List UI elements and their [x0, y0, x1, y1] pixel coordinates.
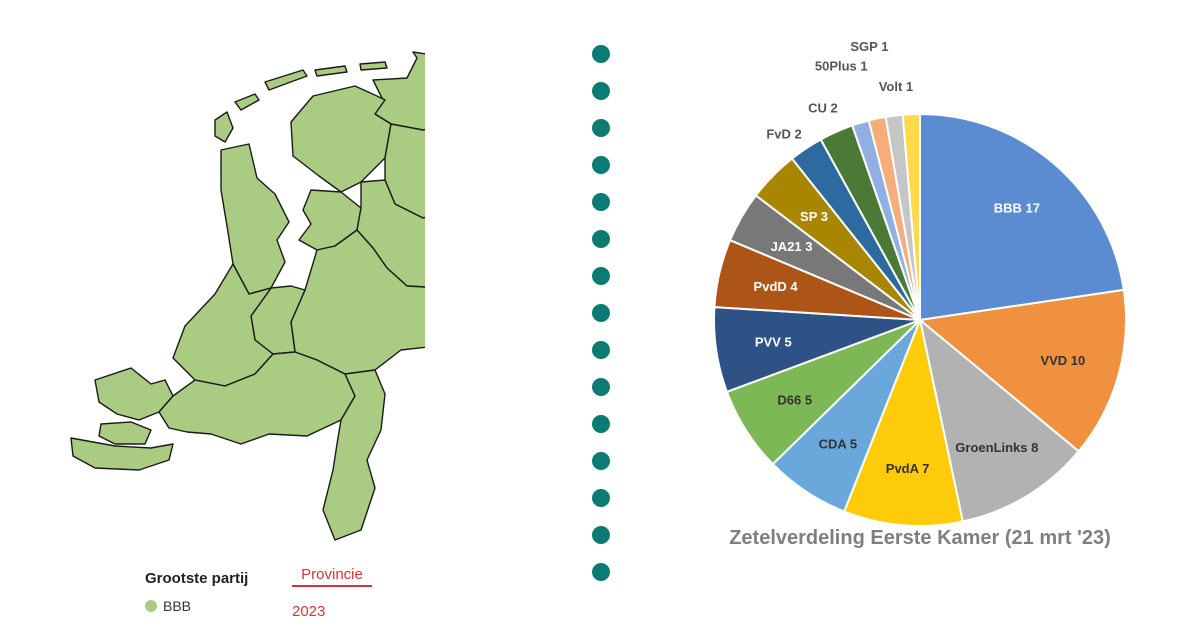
- slice-label: BBB 17: [994, 201, 1040, 216]
- chart-title: Zetelverdeling Eerste Kamer (21 mrt '23): [729, 527, 1111, 549]
- zeeland-flanders: [70, 437, 174, 471]
- divider-dot: [592, 563, 610, 581]
- year-selector[interactable]: 2023: [292, 603, 326, 620]
- pie-slice: [919, 112, 1125, 322]
- slice-label: SGP 1: [850, 40, 888, 54]
- island-ameland: [314, 65, 348, 77]
- divider-dot: [592, 489, 610, 507]
- slice-label: PVV 5: [755, 335, 792, 350]
- island-terschelling: [264, 69, 308, 91]
- divider-dot: [592, 452, 610, 470]
- province-drenthe: [384, 123, 425, 219]
- divider-dot: [592, 119, 610, 137]
- pie-slice: [901, 112, 921, 321]
- slice-label: GroenLinks 8: [955, 440, 1038, 455]
- legend-item-bbb: BBB: [145, 598, 191, 614]
- divider-dot: [592, 304, 610, 322]
- slice-label: SP 3: [800, 209, 828, 224]
- divider-dot: [592, 45, 610, 63]
- pie-slices: [713, 112, 1127, 527]
- zeeland-island: [98, 421, 152, 445]
- legend-title: Grootste partij: [145, 570, 249, 587]
- netherlands-map: [70, 51, 425, 541]
- legend-item-label: BBB: [163, 598, 192, 614]
- pie-labels: BBB 17 VVD 10 GroenLinks 8 PvdA 7 CDA 5 D66 5…: [754, 40, 1086, 476]
- island-schiermonnikoog: [359, 61, 388, 71]
- pie-slice: [842, 316, 965, 527]
- divider-dot: [592, 267, 610, 285]
- divider-dot: [592, 526, 610, 544]
- divider-dot: [592, 230, 610, 248]
- slice-label: 50Plus 1: [815, 59, 868, 74]
- divider-dot: [592, 193, 610, 211]
- province-limburg: [322, 369, 386, 541]
- island-texel: [214, 111, 234, 143]
- slice-label: CU 2: [808, 100, 838, 115]
- map-panel: Grootste partij BBB Provincie 2023: [0, 0, 560, 627]
- slice-label: PvdD 4: [754, 279, 799, 294]
- province-noord-holland: [220, 143, 290, 295]
- pie-slice: [918, 317, 1081, 523]
- slice-label: PvdA 7: [886, 461, 930, 476]
- slice-label: CDA 5: [819, 437, 858, 452]
- dotted-divider: [590, 45, 612, 590]
- legend-color-dot: [145, 600, 157, 612]
- tab-provincie[interactable]: Provincie: [292, 566, 372, 587]
- slice-label: Volt 1: [879, 79, 913, 94]
- divider-dot: [592, 415, 610, 433]
- slice-label: FvD 2: [766, 126, 801, 141]
- slice-label: JA21 3: [771, 239, 813, 254]
- pie-chart: BBB 17 VVD 10 GroenLinks 8 PvdA 7 CDA 5 D66 5…: [713, 40, 1127, 527]
- divider-dot: [592, 378, 610, 396]
- divider-dot: [592, 341, 610, 359]
- divider-dot: [592, 156, 610, 174]
- pie-slice: [917, 288, 1127, 453]
- island-vlieland: [234, 93, 260, 111]
- divider-dot: [592, 82, 610, 100]
- province-friesland: [290, 85, 392, 193]
- slice-label: D66 5: [777, 392, 812, 407]
- slice-label: VVD 10: [1040, 353, 1085, 368]
